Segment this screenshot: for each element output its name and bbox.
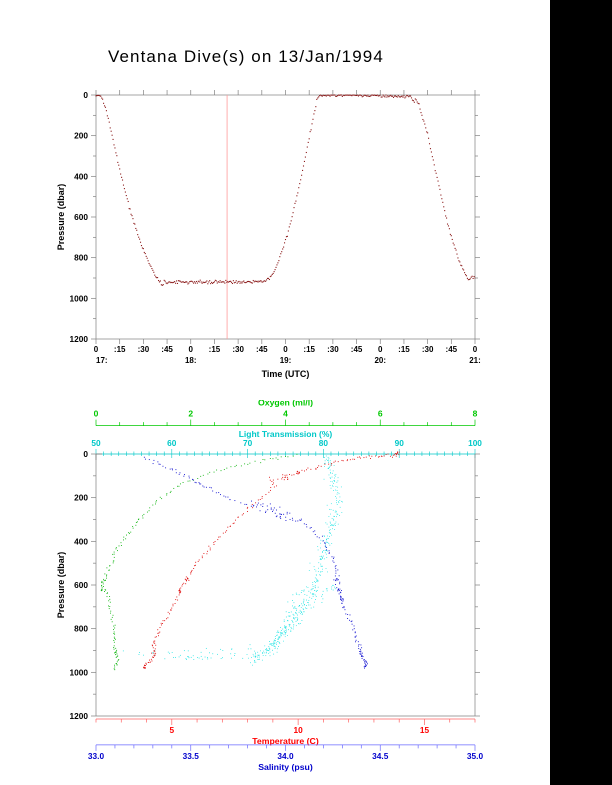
svg-text::30: :30 — [422, 345, 434, 354]
svg-text:1200: 1200 — [70, 711, 89, 721]
svg-text:0: 0 — [473, 345, 478, 354]
svg-text::30: :30 — [138, 345, 150, 354]
svg-text:200: 200 — [74, 493, 88, 503]
svg-text:0: 0 — [94, 345, 99, 354]
svg-text:600: 600 — [74, 212, 88, 222]
svg-text::15: :15 — [398, 345, 410, 354]
svg-text:Light Transmission (%): Light Transmission (%) — [239, 429, 333, 439]
svg-text:1000: 1000 — [70, 667, 89, 677]
svg-text:0: 0 — [283, 345, 288, 354]
svg-text:800: 800 — [74, 253, 88, 263]
svg-text:2: 2 — [188, 409, 193, 419]
svg-text:15: 15 — [420, 725, 430, 735]
svg-text:60: 60 — [167, 438, 177, 448]
svg-text:Pressure (dbar): Pressure (dbar) — [56, 184, 66, 251]
svg-text:50: 50 — [91, 438, 101, 448]
svg-text:0: 0 — [83, 449, 88, 459]
svg-text:4: 4 — [283, 409, 288, 419]
svg-text:18:: 18: — [185, 356, 197, 365]
svg-text:17:: 17: — [96, 356, 108, 365]
svg-text::15: :15 — [209, 345, 221, 354]
svg-text:Time (UTC): Time (UTC) — [262, 369, 310, 379]
svg-text::45: :45 — [351, 345, 363, 354]
svg-text::45: :45 — [446, 345, 458, 354]
svg-text:33.0: 33.0 — [88, 751, 105, 761]
svg-text:1000: 1000 — [70, 293, 89, 303]
svg-text:Pressure (dbar): Pressure (dbar) — [56, 552, 66, 619]
svg-text:0: 0 — [378, 345, 383, 354]
svg-text::45: :45 — [161, 345, 173, 354]
svg-text:35.0: 35.0 — [467, 751, 484, 761]
svg-text:34.5: 34.5 — [372, 751, 389, 761]
svg-text::45: :45 — [256, 345, 268, 354]
svg-text:0: 0 — [94, 409, 99, 419]
svg-text:400: 400 — [74, 536, 88, 546]
svg-text:80: 80 — [319, 438, 329, 448]
svg-text:100: 100 — [468, 438, 482, 448]
svg-text:Oxygen (ml/l): Oxygen (ml/l) — [258, 400, 313, 408]
svg-text:10: 10 — [294, 725, 304, 735]
svg-text:20:: 20: — [374, 356, 386, 365]
svg-text::30: :30 — [327, 345, 339, 354]
svg-text:70: 70 — [243, 438, 253, 448]
svg-text:90: 90 — [395, 438, 405, 448]
svg-text:Salinity (psu): Salinity (psu) — [258, 762, 313, 772]
svg-text:1200: 1200 — [70, 334, 89, 344]
svg-text:200: 200 — [74, 131, 88, 141]
svg-text::15: :15 — [114, 345, 126, 354]
svg-text:400: 400 — [74, 171, 88, 181]
svg-text:21:: 21: — [469, 356, 481, 365]
svg-text:600: 600 — [74, 580, 88, 590]
svg-text::30: :30 — [232, 345, 244, 354]
svg-text:6: 6 — [378, 409, 383, 419]
svg-text:0: 0 — [189, 345, 194, 354]
svg-text:800: 800 — [74, 624, 88, 634]
svg-text:0: 0 — [83, 90, 88, 100]
svg-text::15: :15 — [303, 345, 315, 354]
svg-text:19:: 19: — [280, 356, 292, 365]
svg-text:33.5: 33.5 — [183, 751, 200, 761]
svg-text:8: 8 — [473, 409, 478, 419]
svg-text:5: 5 — [169, 725, 174, 735]
svg-text:34.0: 34.0 — [277, 751, 294, 761]
